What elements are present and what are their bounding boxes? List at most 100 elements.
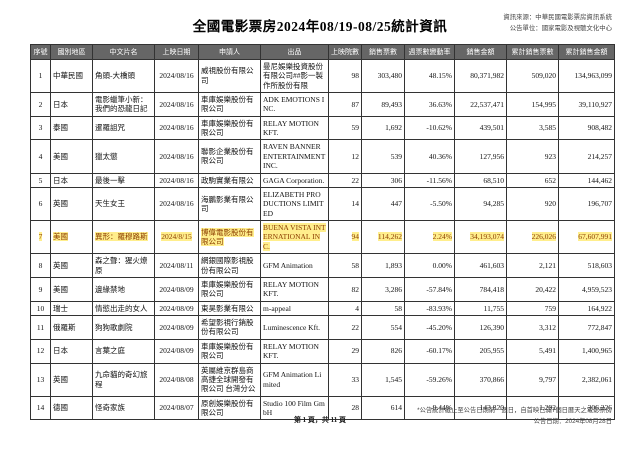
cell-movie-title: 獵太懲 bbox=[92, 139, 155, 174]
column-header: 累計銷售金額 bbox=[558, 44, 615, 60]
cell-cumulative-tickets: 154,995 bbox=[506, 91, 559, 117]
cell-movie-title: 森之聲：猩火燎原 bbox=[92, 253, 155, 278]
cell-applicant: 車庫娛樂股份有限公司 bbox=[198, 115, 261, 141]
cell-theater-count: 87 bbox=[328, 91, 362, 117]
cell-weekly-change: -83.93% bbox=[404, 300, 455, 317]
cell-release-date: 2024/08/08 bbox=[154, 362, 199, 397]
cell-applicant: 車庫娛樂股份有限公司 bbox=[198, 276, 261, 302]
cell-serial-number: 8 bbox=[30, 253, 51, 278]
cell-sales-amount: 370,866 bbox=[454, 362, 507, 397]
cell-cumulative-amount: 4,959,523 bbox=[558, 276, 615, 302]
cell-applicant: 東昊影業有限公 bbox=[198, 300, 261, 317]
cell-serial-number: 3 bbox=[30, 115, 51, 141]
column-header: 序號 bbox=[30, 44, 51, 60]
cell-production: RELAY MOTION KFT. bbox=[260, 338, 329, 364]
cell-release-date: 2024/08/09 bbox=[154, 338, 199, 364]
cell-release-date: 2024/08/16 bbox=[154, 172, 199, 188]
cell-applicant: 政駒實業有限公 bbox=[198, 172, 261, 188]
cell-weekly-change: -60.17% bbox=[404, 338, 455, 364]
cell-weekly-change: -11.56% bbox=[404, 172, 455, 188]
cell-serial-number: 10 bbox=[30, 300, 51, 317]
cell-cumulative-tickets: 652 bbox=[506, 172, 559, 188]
column-header: 上映院數 bbox=[328, 44, 362, 60]
cell-production: RAVEN BANNER ENTERTAINMENT INC. bbox=[260, 139, 329, 174]
cell-weekly-change: -10.62% bbox=[404, 115, 455, 141]
cell-weekly-change: -5.50% bbox=[404, 186, 455, 222]
cell-production: ELIZABETH PRODUCTIONS LIMITED bbox=[260, 186, 329, 222]
cell-cumulative-tickets: 5,491 bbox=[506, 338, 559, 364]
cell-theater-count: 12 bbox=[328, 139, 362, 174]
column-header: 銷售金額 bbox=[454, 44, 507, 60]
table-header-row: 序號 國別地區 中文片名 上映日期 申請人 出品 上映院數 銷售票數 週票數變動率 銷售金額 累計銷… bbox=[30, 44, 615, 60]
cell-serial-number: 13 bbox=[30, 362, 51, 397]
table-row: 3 泰國 暹羅詛咒 2024/08/16 車庫娛樂股份有限公司 RELAY MO… bbox=[30, 115, 615, 141]
cell-weekly-change: -57.84% bbox=[404, 276, 455, 302]
cell-weekly-change: -59.26% bbox=[404, 362, 455, 397]
cell-movie-title: 言葉之庭 bbox=[92, 338, 155, 364]
cell-sales-amount: 22,537,471 bbox=[454, 91, 507, 117]
table-row: 2 日本 電影蠟筆小新：我們的恐龍日記 2024/08/16 車庫娛樂股份有限公… bbox=[30, 91, 615, 117]
cell-serial-number: 9 bbox=[30, 276, 51, 302]
cell-theater-count: 98 bbox=[328, 58, 362, 93]
cell-serial-number: 11 bbox=[30, 315, 51, 340]
cell-cumulative-tickets: 20,422 bbox=[506, 276, 559, 302]
cell-theater-count: 59 bbox=[328, 115, 362, 141]
cell-cumulative-tickets: 3,585 bbox=[506, 115, 559, 141]
cell-applicant: 海鵬影業有限公司 bbox=[198, 186, 261, 222]
column-header: 上映日期 bbox=[154, 44, 199, 60]
publish-date: 公告日期：2024年08月28日 bbox=[533, 417, 612, 425]
cell-region: 俄羅斯 bbox=[50, 315, 93, 340]
cell-cumulative-amount: 306,226 bbox=[558, 395, 615, 421]
table-row: 12 日本 言葉之庭 2024/08/09 車庫娛樂股份有限公司 RELAY M… bbox=[30, 338, 615, 364]
cell-movie-title: 九命貓的奇幻旅程 bbox=[92, 362, 155, 397]
cell-cumulative-amount: 67,607,991 bbox=[558, 219, 615, 255]
table-row: 9 美國 邊緣禁地 2024/08/09 車庫娛樂股份有限公司 RELAY MO… bbox=[30, 276, 615, 302]
cell-applicant: 英屬維京群島商高捷全球開發有限公司 台灣分公 bbox=[198, 362, 261, 397]
box-office-table: 序號 國別地區 中文片名 上映日期 申請人 出品 上映院數 銷售票數 週票數變動率 銷售金額 累計銷… bbox=[30, 44, 615, 421]
cell-tickets-sold: 1,692 bbox=[361, 115, 405, 141]
cell-movie-title: 天生女王 bbox=[92, 186, 155, 222]
cell-region: 日本 bbox=[50, 172, 93, 188]
publisher-line: 公告單位：國家電影及視聽文化中心 bbox=[509, 24, 612, 32]
cell-applicant: 博偉電影股份有限公司 bbox=[198, 219, 261, 255]
cell-applicant: 網銀國際影視股份有限公司 bbox=[198, 253, 261, 278]
table-row: 7 美國 異形：羅穆路斯 2024/8/15 博偉電影股份有限公司 BUENA … bbox=[30, 219, 615, 255]
column-header: 中文片名 bbox=[92, 44, 155, 60]
cell-sales-amount: 127,956 bbox=[454, 139, 507, 174]
cell-production: m-appeal bbox=[260, 300, 329, 317]
cell-theater-count: 94 bbox=[328, 219, 362, 255]
cell-cumulative-amount: 518,603 bbox=[558, 253, 615, 278]
cell-serial-number: 7 bbox=[30, 219, 51, 255]
cell-production: RELAY MOTION KFT. bbox=[260, 276, 329, 302]
cell-weekly-change: 36.63% bbox=[404, 91, 455, 117]
column-header: 國別地區 bbox=[50, 44, 93, 60]
cell-serial-number: 5 bbox=[30, 172, 51, 188]
cell-applicant: 威視股份有限公司 bbox=[198, 58, 261, 93]
cell-tickets-sold: 303,480 bbox=[361, 58, 405, 93]
cell-production: BUENA VISTA INTERNATIONAL INC. bbox=[260, 219, 329, 255]
cell-weekly-change: -45.20% bbox=[404, 315, 455, 340]
cell-cumulative-tickets: 226,026 bbox=[506, 219, 559, 255]
cell-region: 美國 bbox=[50, 276, 93, 302]
cell-theater-count: 33 bbox=[328, 362, 362, 397]
cell-release-date: 2024/08/09 bbox=[154, 276, 199, 302]
cell-tickets-sold: 614 bbox=[361, 395, 405, 421]
cell-cumulative-amount: 39,110,927 bbox=[558, 91, 615, 117]
cell-sales-amount: 80,371,982 bbox=[454, 58, 507, 93]
cell-theater-count: 4 bbox=[328, 300, 362, 317]
cell-production: GFM Animation Limited bbox=[260, 362, 329, 397]
cell-production: GFM Animation bbox=[260, 253, 329, 278]
cell-region: 瑞士 bbox=[50, 300, 93, 317]
cell-cumulative-amount: 196,707 bbox=[558, 186, 615, 222]
table-row: 8 英國 森之聲：猩火燎原 2024/08/11 網銀國際影視股份有限公司 GF… bbox=[30, 253, 615, 278]
cell-release-date: 2024/08/16 bbox=[154, 139, 199, 174]
cell-release-date: 2024/08/16 bbox=[154, 58, 199, 93]
cell-cumulative-amount: 164,922 bbox=[558, 300, 615, 317]
cell-sales-amount: 205,955 bbox=[454, 338, 507, 364]
cell-movie-title: 最後一擊 bbox=[92, 172, 155, 188]
footnote-line: *公告統計截止至公告日期前一週日，自首映已滿7個日曆天之電影票房 bbox=[417, 407, 612, 414]
cell-cumulative-amount: 2,382,061 bbox=[558, 362, 615, 397]
cell-region: 英國 bbox=[50, 362, 93, 397]
cell-movie-title: 角頭-大橋頭 bbox=[92, 58, 155, 93]
cell-cumulative-tickets: 1,292 bbox=[506, 395, 559, 421]
